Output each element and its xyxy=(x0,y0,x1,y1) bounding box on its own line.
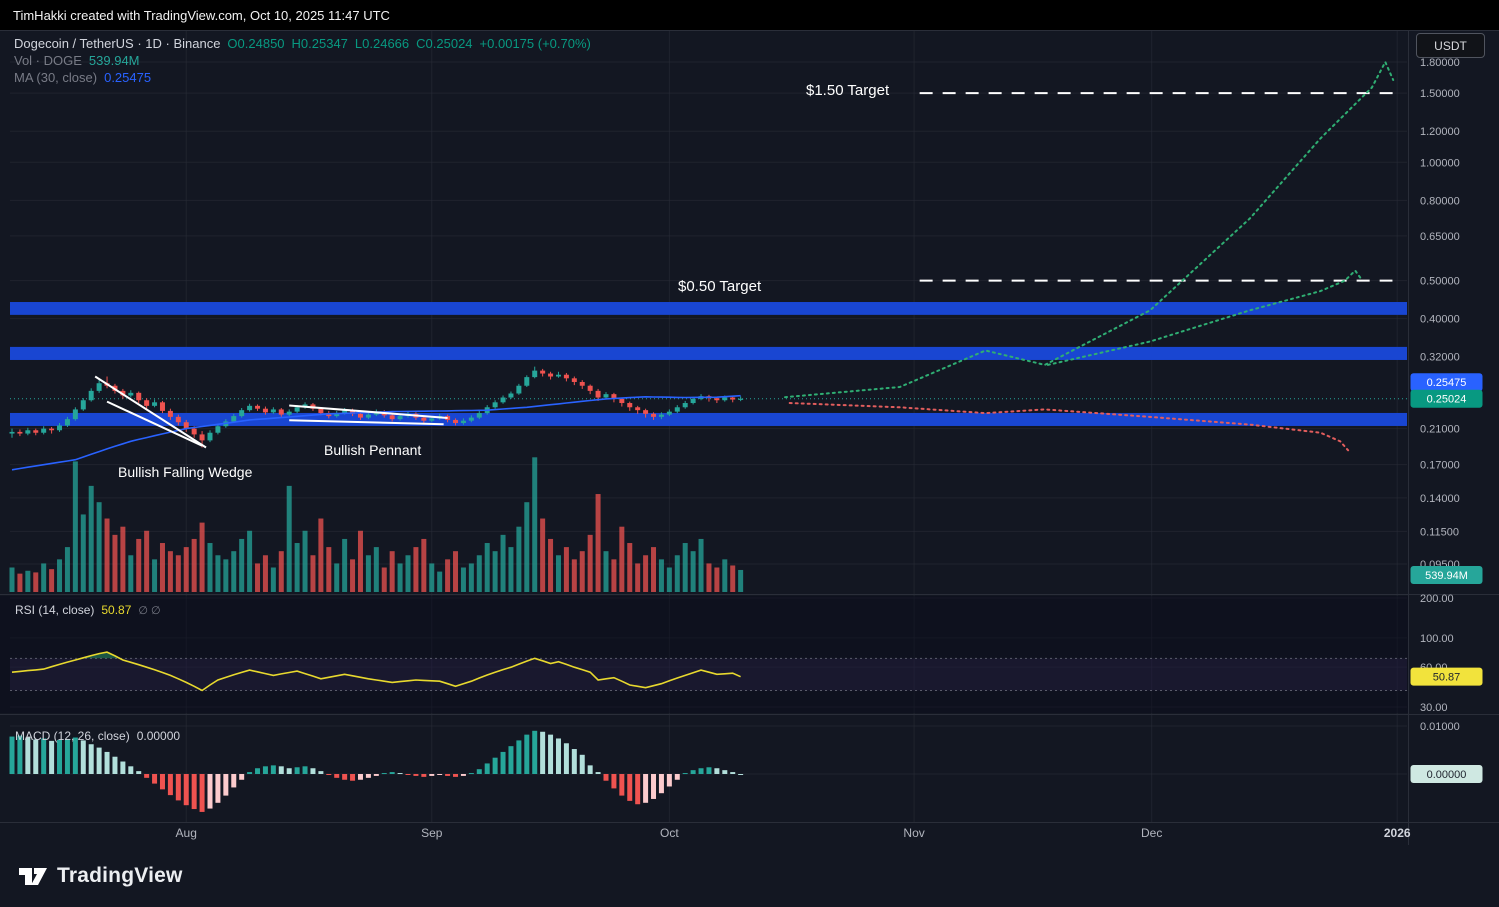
macd-pane-header: MACD (12, 26, close) 0.00000 xyxy=(15,729,180,743)
ohlc-open: O0.24850 xyxy=(227,36,285,51)
ohlc-close: C0.25024 xyxy=(416,36,473,51)
svg-text:0.25024: 0.25024 xyxy=(1427,394,1467,406)
rsi-hidden-values-icon: ∅ ∅ xyxy=(138,605,161,617)
time-axis-labels: Aug Sep Oct Nov Dec 2026 xyxy=(176,826,1411,840)
svg-text:Sep: Sep xyxy=(421,826,443,840)
svg-text:539.94M: 539.94M xyxy=(1425,570,1468,582)
svg-text:0.32000: 0.32000 xyxy=(1420,352,1460,364)
svg-text:1.80000: 1.80000 xyxy=(1420,57,1460,69)
volume-series xyxy=(9,457,744,592)
svg-text:Nov: Nov xyxy=(903,826,924,840)
pattern-trendlines xyxy=(94,375,448,449)
ohlc-change: +0.00175 (+0.70%) xyxy=(479,36,591,51)
ohlc-low: L0.24666 xyxy=(354,36,410,51)
ohlc-high: H0.25347 xyxy=(291,36,348,51)
pane-separators xyxy=(0,30,1499,846)
svg-text:0.00000: 0.00000 xyxy=(1427,769,1467,781)
svg-text:0.65000: 0.65000 xyxy=(1420,231,1460,243)
volume-label[interactable]: Vol · DOGE xyxy=(14,53,82,68)
price-axis-labels: 1.80000 1.50000 1.20000 1.00000 0.80000 0.650… xyxy=(1420,57,1460,733)
footer: TradingView xyxy=(0,845,1499,907)
svg-text:0.80000: 0.80000 xyxy=(1420,195,1460,207)
macd-label[interactable]: MACD (12, 26, close) xyxy=(15,729,130,743)
rsi-label[interactable]: RSI (14, close) xyxy=(15,603,95,617)
tradingview-logo-icon[interactable] xyxy=(18,864,48,889)
pennant-label[interactable]: Bullish Pennant xyxy=(324,442,422,458)
svg-text:0.14000: 0.14000 xyxy=(1420,493,1460,505)
svg-text:Aug: Aug xyxy=(176,826,197,840)
attribution-bar: TimHakki created with TradingView.com, O… xyxy=(0,0,1499,30)
tradingview-brand[interactable]: TradingView xyxy=(57,864,183,887)
svg-text:0.40000: 0.40000 xyxy=(1420,314,1460,326)
macd-value: 0.00000 xyxy=(136,729,181,743)
target-lines xyxy=(919,92,1398,282)
svg-text:100.00: 100.00 xyxy=(1420,633,1454,645)
svg-text:1.20000: 1.20000 xyxy=(1420,126,1460,138)
svg-text:0.21000: 0.21000 xyxy=(1420,424,1460,436)
svg-text:0.25475: 0.25475 xyxy=(1427,377,1467,389)
svg-text:200.00: 200.00 xyxy=(1420,593,1454,605)
falling-wedge-label[interactable]: Bullish Falling Wedge xyxy=(118,464,253,480)
rsi-indicator xyxy=(10,651,1407,692)
target-150-label[interactable]: $1.50 Target xyxy=(806,82,890,99)
attribution-text: TimHakki created with TradingView.com, O… xyxy=(13,7,390,23)
target-050-label[interactable]: $0.50 Target xyxy=(678,278,762,295)
macd-histogram xyxy=(9,730,744,812)
svg-text:Oct: Oct xyxy=(660,826,679,840)
axis-badges: 0.25475 0.25024 539.94M 50.87 0.00000 xyxy=(1410,373,1483,783)
svg-text:1.50000: 1.50000 xyxy=(1420,88,1460,100)
rsi-pane-header: RSI (14, close) 50.87 ∅ ∅ xyxy=(15,603,161,617)
svg-text:0.11500: 0.11500 xyxy=(1420,526,1459,538)
svg-text:30.00: 30.00 xyxy=(1420,702,1448,714)
projection-paths xyxy=(784,59,1395,452)
symbol-title[interactable]: Dogecoin / TetherUS · 1D · Binance xyxy=(14,36,221,51)
currency-toggle-button[interactable]: USDT xyxy=(1416,33,1485,58)
support-resistance-bands xyxy=(10,302,1407,426)
symbol-legend: Dogecoin / TetherUS · 1D · Binance O0.24… xyxy=(14,35,591,86)
svg-text:2026: 2026 xyxy=(1384,826,1411,840)
svg-text:50.87: 50.87 xyxy=(1433,672,1461,684)
ma-value: 0.25475 xyxy=(104,70,152,85)
ma-label[interactable]: MA (30, close) xyxy=(14,70,98,85)
rsi-value: 50.87 xyxy=(101,603,132,617)
svg-text:Dec: Dec xyxy=(1141,826,1162,840)
svg-text:1.00000: 1.00000 xyxy=(1420,157,1460,169)
svg-text:0.50000: 0.50000 xyxy=(1420,276,1460,288)
volume-value: 539.94M xyxy=(88,53,140,68)
rsi-pane-background xyxy=(0,596,1408,713)
svg-text:0.01000: 0.01000 xyxy=(1420,721,1460,733)
svg-text:0.17000: 0.17000 xyxy=(1420,460,1460,472)
